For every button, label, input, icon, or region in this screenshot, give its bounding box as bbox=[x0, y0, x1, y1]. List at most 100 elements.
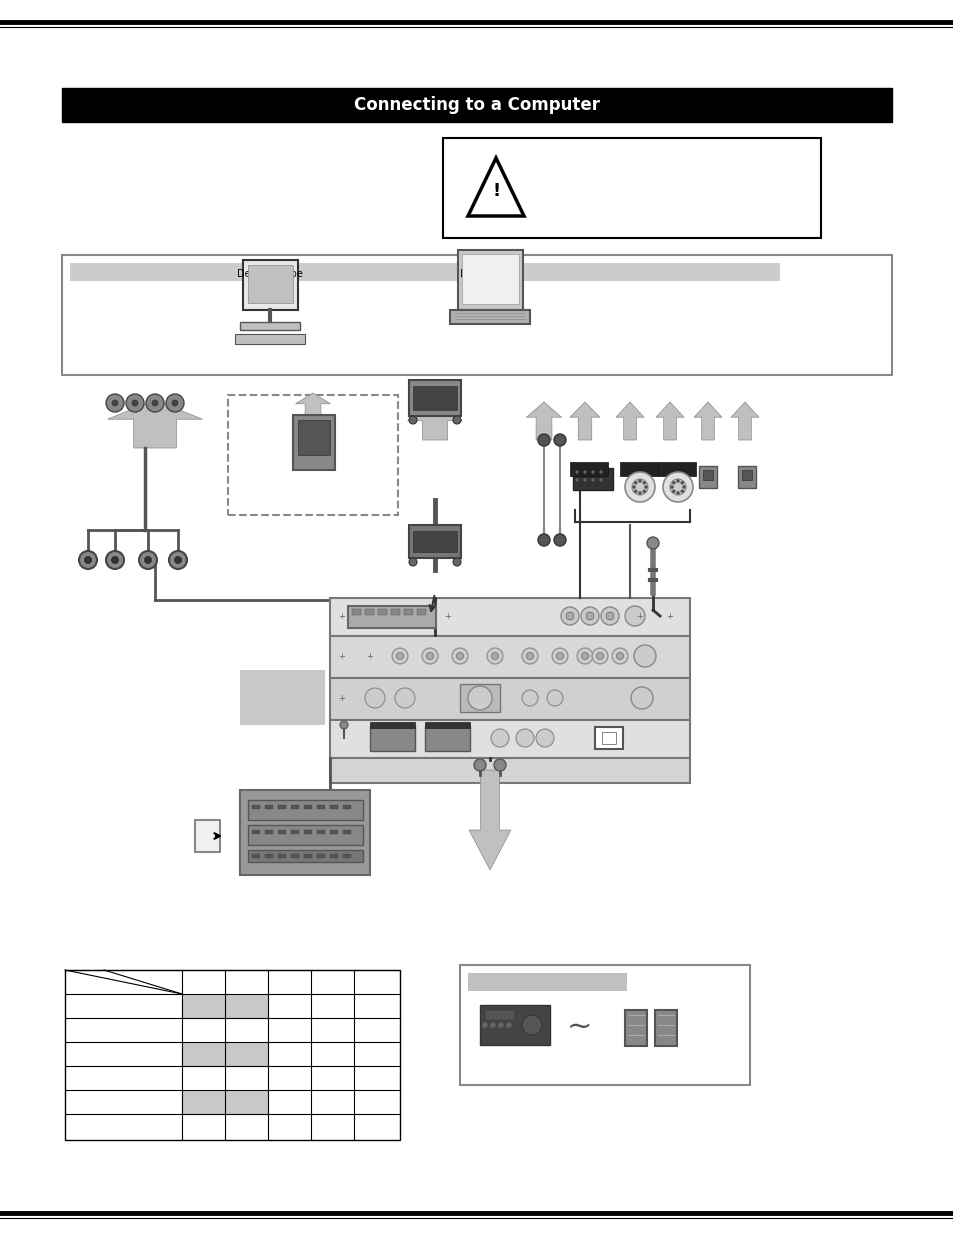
Bar bbox=[377, 609, 387, 615]
Bar bbox=[293, 415, 335, 471]
Bar bbox=[265, 830, 273, 834]
Bar bbox=[409, 525, 460, 558]
Bar bbox=[352, 609, 360, 615]
Bar bbox=[194, 820, 220, 852]
Text: !: ! bbox=[493, 182, 500, 200]
Bar bbox=[330, 853, 337, 858]
Circle shape bbox=[132, 400, 138, 406]
Circle shape bbox=[672, 482, 675, 484]
Circle shape bbox=[580, 606, 598, 625]
Circle shape bbox=[144, 557, 152, 563]
Bar bbox=[65, 969, 399, 1140]
Circle shape bbox=[521, 690, 537, 706]
Bar bbox=[252, 853, 260, 858]
Text: +: + bbox=[366, 652, 373, 661]
Circle shape bbox=[556, 652, 563, 659]
Circle shape bbox=[680, 482, 683, 484]
Polygon shape bbox=[295, 393, 330, 420]
Bar bbox=[316, 805, 325, 809]
Bar bbox=[240, 671, 325, 725]
Circle shape bbox=[672, 490, 675, 493]
Circle shape bbox=[166, 394, 184, 412]
Circle shape bbox=[554, 534, 565, 546]
Bar bbox=[424, 722, 470, 727]
Circle shape bbox=[565, 613, 574, 620]
Circle shape bbox=[169, 551, 187, 569]
Circle shape bbox=[497, 1023, 503, 1028]
Circle shape bbox=[630, 687, 652, 709]
Bar bbox=[409, 380, 460, 416]
Bar bbox=[297, 420, 330, 454]
Circle shape bbox=[592, 648, 607, 664]
Bar bbox=[699, 466, 717, 488]
Circle shape bbox=[624, 606, 644, 626]
Bar bbox=[413, 387, 456, 410]
Bar bbox=[248, 266, 293, 303]
Text: Laptop Type: Laptop Type bbox=[460, 269, 519, 279]
Bar bbox=[330, 830, 337, 834]
Bar bbox=[70, 263, 780, 282]
Circle shape bbox=[468, 685, 492, 710]
Bar bbox=[228, 395, 397, 515]
Circle shape bbox=[452, 648, 468, 664]
Bar bbox=[370, 726, 415, 751]
Bar bbox=[601, 732, 616, 743]
Polygon shape bbox=[656, 403, 683, 440]
Bar bbox=[265, 805, 273, 809]
Bar bbox=[240, 790, 370, 876]
Circle shape bbox=[396, 652, 403, 659]
Circle shape bbox=[616, 652, 623, 659]
Circle shape bbox=[486, 648, 502, 664]
Circle shape bbox=[494, 760, 505, 771]
Polygon shape bbox=[526, 403, 561, 440]
Circle shape bbox=[642, 490, 645, 493]
Circle shape bbox=[634, 482, 637, 484]
Circle shape bbox=[106, 551, 124, 569]
Bar bbox=[330, 720, 689, 758]
Circle shape bbox=[421, 648, 437, 664]
Bar bbox=[330, 805, 337, 809]
Circle shape bbox=[536, 729, 554, 747]
Bar bbox=[655, 1010, 677, 1046]
Circle shape bbox=[583, 471, 586, 473]
Circle shape bbox=[146, 394, 164, 412]
Circle shape bbox=[583, 478, 586, 482]
Circle shape bbox=[585, 613, 594, 620]
Bar bbox=[459, 965, 749, 1086]
Circle shape bbox=[491, 729, 509, 747]
Bar bbox=[240, 322, 299, 330]
Circle shape bbox=[174, 557, 181, 563]
Bar bbox=[416, 609, 426, 615]
Bar bbox=[459, 684, 499, 713]
Circle shape bbox=[490, 1023, 496, 1028]
Bar bbox=[457, 249, 522, 310]
Circle shape bbox=[537, 433, 550, 446]
Circle shape bbox=[395, 688, 415, 708]
Bar bbox=[248, 800, 363, 820]
Circle shape bbox=[409, 416, 416, 424]
Bar bbox=[442, 138, 821, 238]
Circle shape bbox=[575, 478, 578, 482]
Circle shape bbox=[546, 690, 562, 706]
Polygon shape bbox=[468, 158, 523, 216]
Circle shape bbox=[491, 652, 498, 659]
Text: ~: ~ bbox=[567, 1013, 592, 1041]
Bar bbox=[479, 1005, 550, 1045]
Polygon shape bbox=[407, 408, 462, 440]
Bar bbox=[595, 727, 622, 748]
Bar bbox=[252, 805, 260, 809]
Polygon shape bbox=[108, 400, 202, 448]
Circle shape bbox=[106, 394, 124, 412]
Circle shape bbox=[670, 485, 673, 489]
Polygon shape bbox=[693, 403, 721, 440]
Circle shape bbox=[481, 1023, 488, 1028]
Circle shape bbox=[85, 557, 91, 563]
Bar bbox=[343, 805, 351, 809]
Circle shape bbox=[172, 400, 178, 406]
Circle shape bbox=[575, 471, 578, 473]
Circle shape bbox=[526, 652, 533, 659]
Circle shape bbox=[631, 479, 647, 495]
Circle shape bbox=[537, 534, 550, 546]
Circle shape bbox=[453, 558, 460, 566]
Bar bbox=[234, 333, 305, 345]
